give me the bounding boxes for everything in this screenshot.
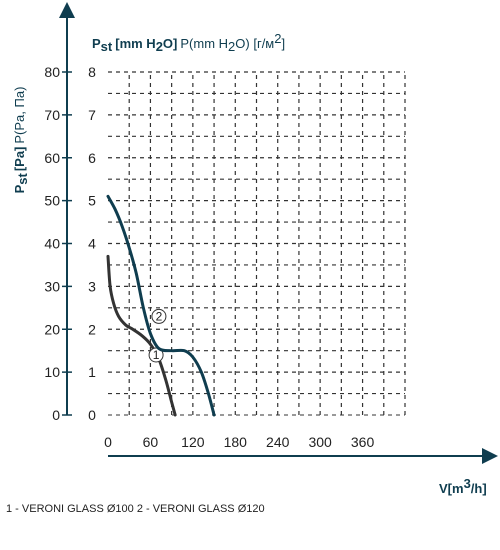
y-tick-label-mm: 7 <box>88 107 96 123</box>
series-line-1 <box>106 254 177 417</box>
y-tick-label-pa: 50 <box>44 193 60 209</box>
y-tick-label-pa: 30 <box>44 278 60 294</box>
grid-lines <box>108 71 406 415</box>
legend: 1 - VERONI GLASS Ø100 2 - VERONI GLASS Ø… <box>6 503 265 515</box>
series-marker-circle <box>151 308 167 324</box>
x-tick-label: 0 <box>104 434 112 450</box>
x-tick-label: 300 <box>308 434 332 450</box>
x-tick-label: 180 <box>224 434 248 450</box>
x-tick-label: 60 <box>143 434 159 450</box>
series-group: 12 <box>106 194 216 417</box>
y-tick-label-mm: 2 <box>88 321 96 337</box>
y-tick-label-mm: 8 <box>88 64 96 80</box>
series-marker-label: 1 <box>153 348 160 362</box>
y-tick-label-mm: 1 <box>88 364 96 380</box>
y-tick-label-pa: 10 <box>44 364 60 380</box>
y-tick-label-mm: 4 <box>88 236 96 252</box>
x-tick-label: 120 <box>181 434 205 450</box>
y-tick-label-mm: 3 <box>88 278 96 294</box>
y-tick-label-pa: 60 <box>44 150 60 166</box>
x-tick-label: 240 <box>266 434 290 450</box>
y-tick-label-pa: 0 <box>52 407 60 423</box>
x-tick-label: 360 <box>351 434 375 450</box>
y-axis-title-right: Pst [mm H2O] P(mm H2O) [г/м2] <box>92 31 285 54</box>
y-tick-label-mm: 0 <box>88 407 96 423</box>
y-tick-label-pa: 70 <box>44 107 60 123</box>
y-axis-title-left: Pst[Pa]P(Pa, Па) <box>12 87 30 194</box>
series-marker-circle <box>148 347 164 363</box>
y-tick-label-pa: 80 <box>44 64 60 80</box>
series-line-2 <box>106 194 216 417</box>
y-tick-label-pa: 20 <box>44 321 60 337</box>
y-tick-label-mm: 6 <box>88 150 96 166</box>
y-tick-label-pa: 40 <box>44 236 60 252</box>
x-axis-title: V[m3/h] <box>439 476 487 496</box>
y-tick-label-mm: 5 <box>88 193 96 209</box>
axes <box>59 2 498 464</box>
series-marker-label: 2 <box>156 309 163 323</box>
